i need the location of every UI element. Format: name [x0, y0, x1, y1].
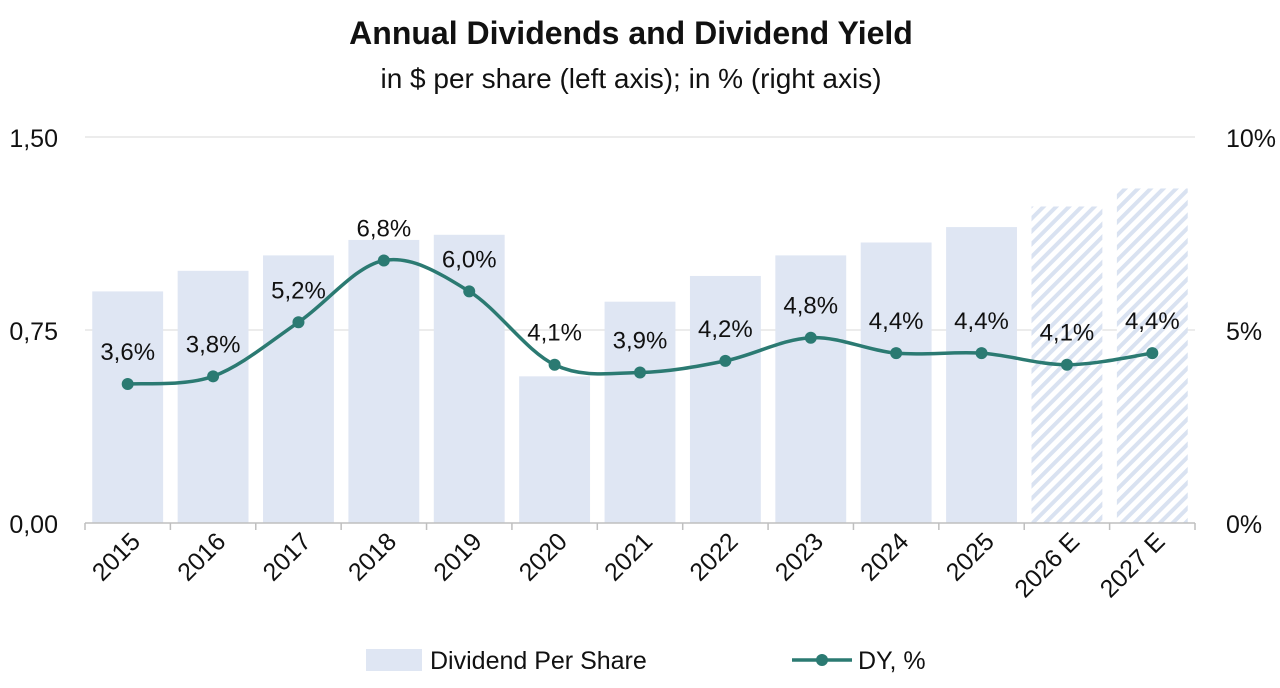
dy-data-label: 3,8% [186, 331, 241, 358]
dy-data-label: 4,4% [869, 308, 924, 335]
dy-point-2025 [975, 347, 988, 360]
x-tick-label: 2020 [514, 527, 573, 586]
legend-swatch-dividend [366, 649, 422, 671]
chart-subtitle: in $ per share (left axis); in % (right … [380, 63, 881, 94]
x-tick-label: 2023 [770, 527, 829, 586]
bar-dividend-2019 [433, 234, 505, 523]
dy-data-label: 6,8% [356, 216, 411, 243]
y-left-tick-label: 0,00 [9, 511, 58, 539]
x-tick-label: 2022 [684, 527, 743, 586]
dy-point-2018 [377, 254, 390, 267]
x-tick-label: 2015 [87, 527, 146, 586]
bar-dividend-2015 [92, 291, 164, 523]
dy-data-label: 4,4% [954, 308, 1009, 335]
dy-point-2023 [804, 331, 817, 344]
bar-dividend-2016 [177, 270, 249, 523]
bar-dividend-2018 [348, 239, 420, 523]
legend-label-dy: DY, % [858, 647, 926, 675]
dy-point-2017 [292, 316, 305, 329]
x-tick-label: 2025 [941, 527, 1000, 586]
x-tick-label: 2026 E [1009, 527, 1085, 603]
y-right-tick-label: 0% [1226, 511, 1262, 539]
dy-point-2021 [634, 366, 646, 379]
dy-data-label: 4,1% [527, 320, 582, 347]
dy-point-2020 [548, 358, 561, 371]
grid-lines [85, 136, 1195, 331]
dy-data-label: 4,2% [698, 316, 753, 343]
dy-data-label: 4,1% [1040, 320, 1095, 347]
dy-data-label: 6,0% [442, 246, 497, 273]
bar-dividend-2020 [519, 376, 591, 523]
bar-dividend-2021 [604, 301, 676, 523]
dy-data-label: 4,8% [783, 293, 838, 320]
dy-point-2026-e [1060, 358, 1073, 371]
x-tick-label: 2019 [428, 527, 487, 586]
dy-point-2019 [463, 285, 476, 298]
y-right-tick-label: 5% [1226, 318, 1262, 346]
x-tick-label: 2024 [855, 527, 914, 586]
bar-dividend-2025 [946, 227, 1017, 524]
data-labels: 3,6% 3,8% 5,2% 6,8% 6,0% 4,1% 3,9% 4,2% 4,8% 4,4%… [100, 216, 1179, 367]
dy-point-2015 [121, 378, 134, 391]
x-tick-label: 2016 [172, 527, 231, 586]
chart-title: Annual Dividends and Dividend Yield [349, 15, 913, 51]
y-right-tick-label: 10% [1226, 125, 1276, 153]
bar-dividend-2017 [263, 255, 334, 523]
bar-dividend-2023 [775, 255, 847, 523]
dy-data-label: 3,6% [100, 339, 155, 366]
dy-point-2027-e [1146, 347, 1159, 360]
legend-label-dividend: Dividend Per Share [430, 647, 647, 675]
bar-dividend-2024 [860, 242, 932, 524]
bar-dividend-2022 [689, 275, 761, 523]
dy-data-label: 5,2% [271, 277, 326, 304]
x-tick-label: 2021 [599, 527, 658, 586]
x-tick-label: 2027 E [1095, 527, 1171, 603]
line-series [121, 254, 1159, 391]
y-left-tick-label: 1,50 [9, 125, 58, 153]
x-tick-label: 2017 [258, 527, 317, 586]
dy-data-label: 3,9% [613, 327, 668, 354]
dy-data-label: 4,4% [1125, 308, 1180, 335]
legend-swatch-marker [816, 654, 828, 666]
dy-point-2022 [719, 354, 732, 367]
bar-series [92, 188, 1188, 524]
dy-point-2016 [207, 370, 220, 383]
x-tick-label: 2018 [343, 527, 402, 586]
dy-point-2024 [890, 347, 903, 360]
legend: Dividend Per Share DY, % [366, 647, 926, 675]
y-left-tick-label: 0,75 [9, 318, 58, 346]
